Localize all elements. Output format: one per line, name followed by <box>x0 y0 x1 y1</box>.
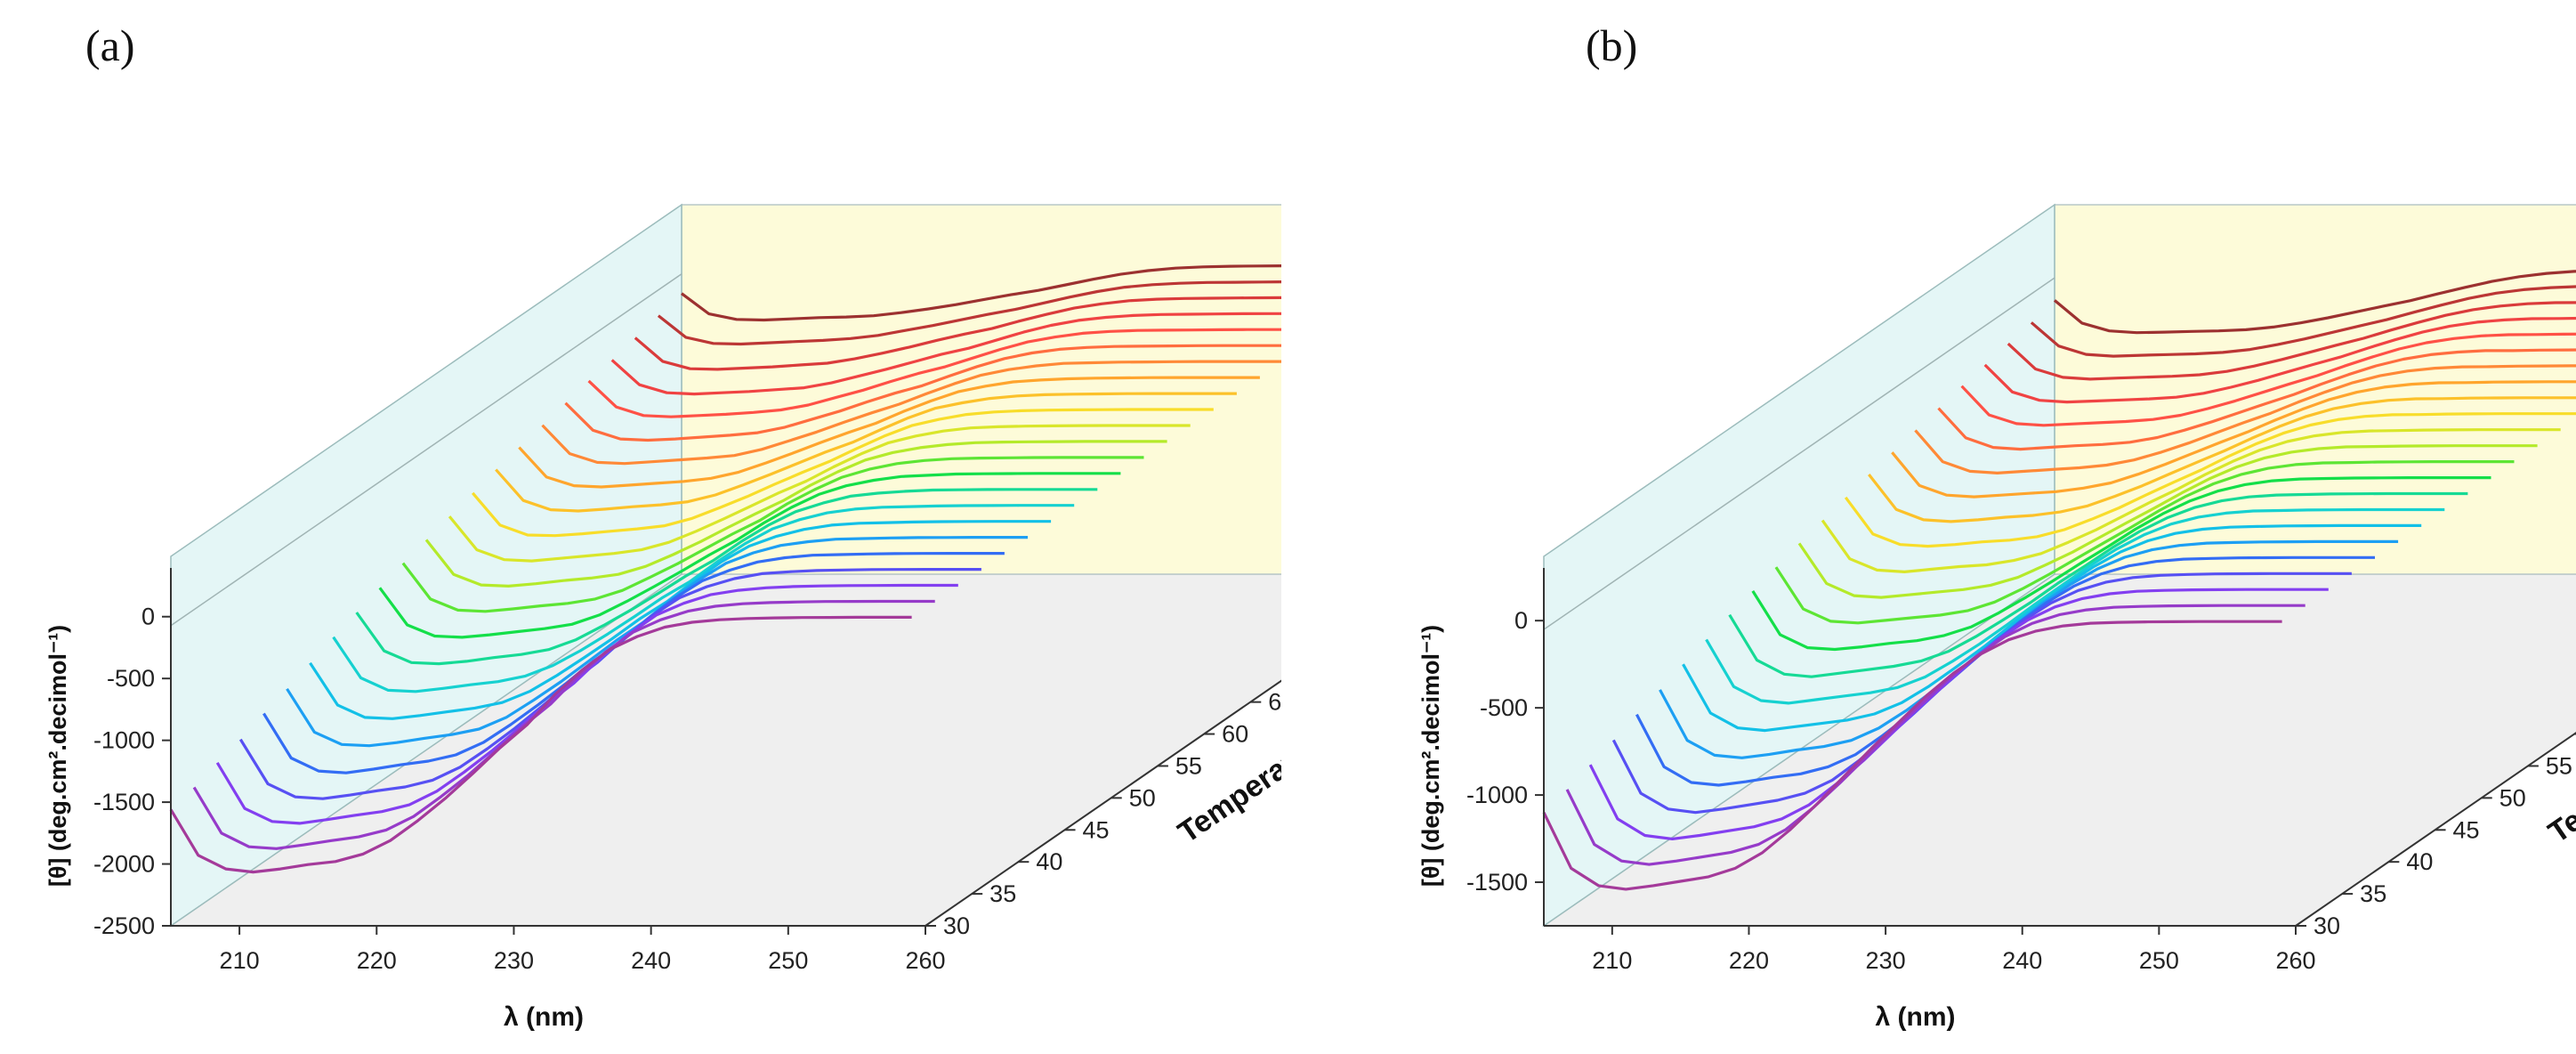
y-tick-label: -1500 <box>93 789 155 815</box>
y-tick-label: -2000 <box>93 851 155 878</box>
series-line-35 <box>215 583 958 825</box>
z-tick-label: 65 <box>1268 689 1281 716</box>
y-axis-title: [θ] (deg.cm².decimol⁻¹) <box>1417 625 1444 887</box>
wall-guide-line <box>1543 277 2055 630</box>
z-axis-line <box>2295 732 2576 927</box>
z-tick-label: 30 <box>943 912 970 939</box>
series-line-50 <box>1728 491 2468 678</box>
z-tick-label: 50 <box>1129 784 1156 811</box>
x-axis-title: λ (nm) <box>1876 1002 1956 1032</box>
series-line-60 <box>1821 428 2561 573</box>
z-tick-label: 60 <box>1222 721 1248 748</box>
series-line-57-5 <box>1797 444 2538 599</box>
z-tick-label: 55 <box>1175 752 1202 779</box>
y-tick-label: 0 <box>141 604 155 630</box>
series-line-67-5 <box>1891 380 2576 499</box>
series-line-50 <box>355 488 1098 666</box>
series-line-70 <box>541 360 1281 466</box>
x-tick-label: 260 <box>2275 947 2315 974</box>
x-tick-label: 210 <box>220 947 260 974</box>
y-axis-title: [θ] (deg.cm².decimol⁻¹) <box>44 625 71 887</box>
x-tick-label: 250 <box>2139 947 2179 974</box>
y-tick-label: -1500 <box>1466 869 1528 896</box>
y-tick-label: -500 <box>1480 694 1528 721</box>
x-tick-label: 250 <box>768 947 808 974</box>
x-tick-label: 210 <box>1592 947 1632 974</box>
series-line-75 <box>587 328 1281 418</box>
series-line-65 <box>495 392 1237 513</box>
z-tick-label: 40 <box>1036 848 1062 875</box>
x-tick-label: 230 <box>1866 947 1906 974</box>
x-tick-label: 230 <box>494 947 534 974</box>
series-line-30 <box>1542 620 2282 891</box>
series-line-82-5 <box>657 280 1281 346</box>
series-line-75 <box>1960 332 2576 427</box>
series-line-67-5 <box>518 376 1260 489</box>
z-tick-label: 40 <box>2406 848 2433 875</box>
series-line-80 <box>2007 301 2576 381</box>
z-axis-line <box>925 679 1281 927</box>
panel-label-b: (b) <box>1586 20 1638 70</box>
z-tick-label: 30 <box>2314 912 2340 939</box>
series-line-45 <box>1682 523 2422 733</box>
x-tick-label: 220 <box>357 947 397 974</box>
wall-guide-line <box>170 273 682 627</box>
series-line-62-5 <box>1844 412 2576 548</box>
x-tick-label: 240 <box>2002 947 2042 974</box>
series-line-77-5 <box>1983 316 2576 404</box>
series-line-85 <box>2053 270 2576 335</box>
series-line-55 <box>1774 460 2515 625</box>
z-tick-label: 55 <box>2546 752 2572 779</box>
panel-label-a: (a) <box>85 20 135 70</box>
series-line-57-5 <box>424 440 1167 588</box>
series-line-60 <box>448 424 1191 563</box>
series-line-52-5 <box>378 472 1121 639</box>
z-tick-label: 35 <box>989 880 1016 907</box>
series-line-72-5 <box>1937 348 2576 451</box>
series-line-65 <box>1868 396 2576 523</box>
z-tick-label: 35 <box>2360 880 2386 907</box>
chart-a: 0 -500 -1000 -1500 -2000 -2500 [θ] (deg.cm².de… <box>44 203 1281 1032</box>
series-line-72-5 <box>564 344 1281 442</box>
series-line-80 <box>634 296 1281 371</box>
z-tick-label: 45 <box>1083 816 1110 843</box>
series-line-62-5 <box>471 408 1214 538</box>
chart-b: 0 -500 -1000 -1500 [θ] (deg.cm².decimol⁻¹) 21… <box>1417 203 2576 1032</box>
y-tick-label: -1000 <box>93 727 155 754</box>
series-line-55 <box>401 456 1144 613</box>
z-tick-label: 45 <box>2453 816 2480 843</box>
series-line-77-5 <box>610 312 1281 396</box>
y-tick-label: -1000 <box>1466 782 1528 808</box>
y-tick-label: -500 <box>107 665 155 692</box>
series-line-52-5 <box>1751 476 2491 652</box>
series-line-32-5 <box>192 599 935 850</box>
series-line-47-5 <box>1705 507 2445 705</box>
z-tick-label: 50 <box>2499 784 2526 811</box>
y-tick-label: -2500 <box>93 912 155 939</box>
x-tick-label: 240 <box>631 947 671 974</box>
series-line-82-5 <box>2030 285 2576 358</box>
series-line-30 <box>169 615 912 874</box>
x-tick-label: 220 <box>1729 947 1769 974</box>
x-tick-label: 260 <box>905 947 945 974</box>
y-tick-label: 0 <box>1514 607 1528 634</box>
series-line-70 <box>1914 364 2576 474</box>
x-axis-title: λ (nm) <box>504 1002 584 1032</box>
series-line-85 <box>681 264 1281 322</box>
series-line-47-5 <box>332 504 1075 693</box>
series-line-32-5 <box>1565 604 2305 866</box>
